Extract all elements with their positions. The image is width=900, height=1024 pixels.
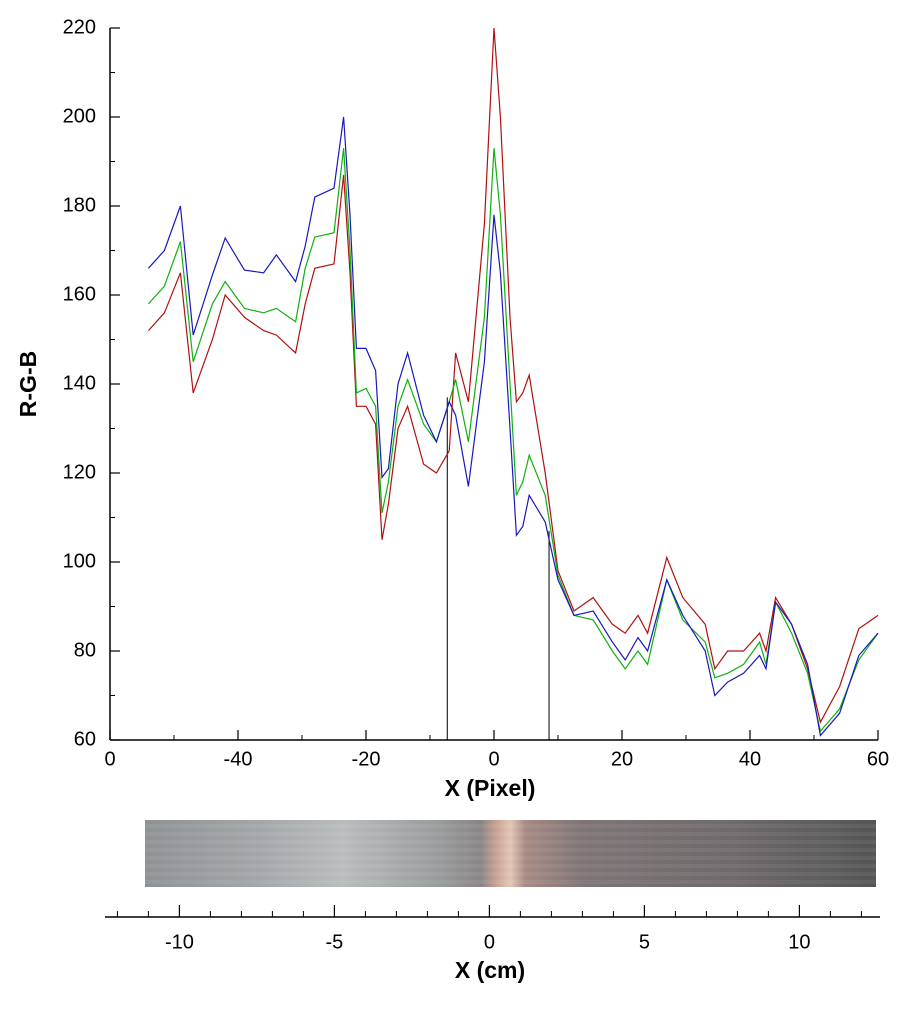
x-tick-label: 40 — [739, 748, 761, 770]
cm-axis-label: X (cm) — [455, 957, 525, 983]
y-tick-label: 100 — [63, 550, 96, 572]
y-tick-label: 160 — [63, 283, 96, 305]
series-line — [147, 116, 879, 737]
cm-tick-label: -5 — [326, 931, 344, 953]
x-tick-label: -20 — [352, 748, 381, 770]
cm-tick-label: 10 — [788, 931, 810, 953]
series-line — [147, 148, 879, 733]
image-strip — [145, 820, 876, 887]
cm-tick-label: -10 — [165, 931, 194, 953]
cm-tick-label: 5 — [639, 931, 650, 953]
series-line — [147, 27, 879, 724]
y-tick-label: 180 — [63, 194, 96, 216]
strip-texture — [145, 820, 876, 887]
x-tick-label: -40 — [224, 748, 253, 770]
y-tick-label: 60 — [74, 728, 96, 750]
y-tick-label: 80 — [74, 639, 96, 661]
x-axis-label: X (Pixel) — [445, 775, 536, 801]
y-tick-label: 220 — [63, 16, 96, 38]
x-tick-label: 0 — [104, 748, 115, 770]
y-axis-label: R-G-B — [15, 351, 41, 417]
x-tick-label: 0 — [488, 748, 499, 770]
cm-tick-label: 0 — [484, 931, 495, 953]
x-tick-label: 20 — [611, 748, 633, 770]
y-tick-label: 140 — [63, 372, 96, 394]
y-tick-label: 200 — [63, 105, 96, 127]
y-tick-label: 120 — [63, 461, 96, 483]
x-tick-label: 60 — [867, 748, 889, 770]
